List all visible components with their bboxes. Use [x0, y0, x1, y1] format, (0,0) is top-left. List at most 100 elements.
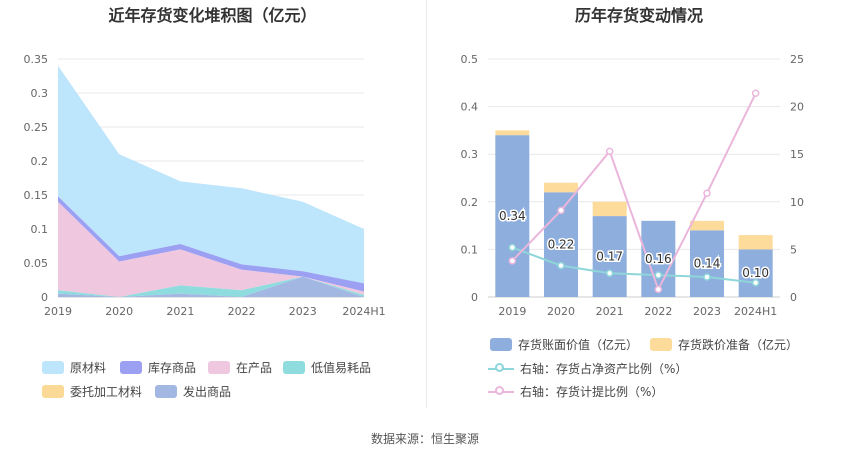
- bar-book-value: [738, 249, 773, 297]
- legend-item-ratio-net-assets[interactable]: 右轴：存货占净资产比例（%）: [488, 360, 687, 377]
- legend-swatch-consigned: [42, 385, 64, 398]
- legend-label-shipped: 发出商品: [183, 385, 232, 399]
- left-x-tick-label: 2021: [166, 305, 194, 318]
- bar-book-value: [495, 135, 530, 297]
- legend-item-consumables[interactable]: 低值易耗品: [283, 359, 371, 376]
- left-y-tick-label: 0.3: [31, 87, 49, 100]
- left-y-tick-label: 0.2: [31, 155, 49, 168]
- area-raw-material: [58, 65, 364, 284]
- legend-line-provision-ratio: [488, 385, 514, 399]
- left-x-tick-label: 2020: [105, 305, 133, 318]
- legend-swatch-shipped: [155, 385, 177, 398]
- legend-label-impairment: 存货跌价准备（亿元）: [678, 338, 799, 352]
- left-x-tick-label: 2022: [228, 305, 256, 318]
- legend-swatch-book-value: [490, 338, 512, 351]
- left-y-tick-label: 0.1: [31, 223, 49, 236]
- legend-label-wip: 在产品: [236, 361, 273, 375]
- stacked-area-chart: 0 0.05 0.1 0.15 0.2 0.25 0.3 0.35 2019 2020 2021 20…: [24, 53, 386, 318]
- legend-swatch-consumables: [283, 361, 305, 374]
- legend-label-consigned: 委托加工材料: [70, 385, 143, 399]
- legend-label-consumables: 低值易耗品: [311, 361, 372, 375]
- point-ratio-net-assets: [508, 243, 517, 252]
- bar-book-value: [690, 230, 724, 297]
- left-x-tick-label: 2023: [289, 305, 317, 318]
- left-chart-title: 近年存货变化堆积图（亿元）: [108, 6, 317, 25]
- right-right-y-tick-label: 25: [790, 53, 804, 66]
- right-x-tick-label: 2021: [596, 305, 624, 318]
- bar-value-label: 0.34: [499, 209, 526, 223]
- point-ratio-net-assets: [557, 261, 565, 270]
- legend-line-ratio-net-assets: [488, 362, 514, 376]
- right-right-y-tick-label: 0: [790, 291, 797, 304]
- point-ratio-net-assets: [703, 273, 711, 281]
- point-ratio-net-assets: [605, 269, 614, 277]
- point-provision-ratio: [557, 206, 565, 215]
- right-left-y-tick-label: 0.4: [461, 101, 479, 114]
- legend-item-book-value[interactable]: 存货账面价值（亿元）: [490, 336, 638, 353]
- legend-label-provision-ratio: 右轴：存货计提比例（%）: [520, 385, 664, 399]
- bar-value-label: 0.16: [645, 252, 672, 266]
- right-right-y-tick-label: 5: [790, 243, 797, 256]
- legend-item-provision-ratio[interactable]: 右轴：存货计提比例（%）: [488, 383, 663, 400]
- legend-swatch-raw-material: [42, 361, 64, 374]
- right-right-y-tick-label: 10: [790, 196, 804, 209]
- right-left-y-tick-label: 0.5: [461, 53, 479, 66]
- point-ratio-net-assets: [751, 278, 760, 287]
- point-provision-ratio: [654, 285, 663, 294]
- right-x-tick-label: 2020: [547, 305, 575, 318]
- line-ratio-net-assets: [511, 246, 756, 284]
- bar-impairment: [690, 220, 724, 231]
- legend-label-finished-goods: 库存商品: [148, 361, 197, 375]
- area-finished-goods: [58, 196, 364, 292]
- right-x-tick-label: 2024H1: [734, 305, 777, 318]
- legend-label-book-value: 存货账面价值（亿元）: [518, 338, 639, 352]
- right-left-y-tick-label: 0: [471, 291, 478, 304]
- bar-book-value: [592, 216, 627, 297]
- area-wip: [58, 201, 364, 297]
- point-provision-ratio: [751, 89, 760, 98]
- right-left-y-tick-label: 0.2: [461, 196, 479, 209]
- bar-impairment: [544, 182, 578, 193]
- left-x-tick-label: 2019: [44, 305, 72, 318]
- bar-value-label: 0.22: [548, 238, 575, 252]
- right-right-y-tick-label: 20: [790, 101, 804, 114]
- legend-item-shipped[interactable]: 发出商品: [155, 383, 231, 400]
- bar-line-chart: 0 0.1 0.2 0.3 0.4 0.5 0 5 10 15 20 25 2019 2020 2021 20…: [461, 53, 805, 318]
- right-x-tick-label: 2023: [693, 305, 721, 318]
- data-source-note: 数据来源：恒生聚源: [370, 432, 479, 446]
- right-left-y-tick-label: 0.3: [461, 148, 479, 161]
- point-ratio-net-assets: [654, 271, 663, 279]
- left-y-tick-label: 0.15: [24, 189, 49, 202]
- legend-label-raw-material: 原材料: [70, 361, 107, 375]
- legend-item-wip[interactable]: 在产品: [208, 359, 272, 376]
- panel-divider: [426, 0, 427, 408]
- bar-impairment: [592, 201, 627, 217]
- left-x-tick-label: 2024H1: [342, 305, 385, 318]
- legend-item-impairment[interactable]: 存货跌价准备（亿元）: [650, 336, 798, 353]
- right-right-y-tick-label: 15: [790, 148, 804, 161]
- legend-swatch-wip: [208, 361, 230, 374]
- legend-label-ratio-net-assets: 右轴：存货占净资产比例（%）: [520, 362, 688, 376]
- left-y-tick-label: 0.25: [24, 121, 49, 134]
- left-y-tick-label: 0.05: [24, 257, 49, 270]
- legend-item-finished-goods[interactable]: 库存商品: [120, 359, 196, 376]
- legend-swatch-impairment: [650, 338, 672, 351]
- right-left-y-tick-label: 0.1: [461, 243, 479, 256]
- right-x-tick-label: 2022: [644, 305, 672, 318]
- bar-value-label: 0.14: [694, 257, 721, 271]
- point-provision-ratio: [508, 257, 517, 265]
- line-provision-ratio: [511, 92, 757, 292]
- left-y-tick-label: 0.35: [24, 53, 49, 66]
- legend-item-consigned[interactable]: 委托加工材料: [42, 383, 142, 400]
- area-shipped: [58, 276, 364, 297]
- right-x-tick-label: 2019: [498, 305, 526, 318]
- right-chart-title: 历年存货变动情况: [574, 6, 703, 25]
- left-y-tick-label: 0: [41, 291, 48, 304]
- bar-impairment: [738, 235, 773, 250]
- bar-impairment: [495, 130, 530, 136]
- point-provision-ratio: [703, 189, 711, 197]
- point-provision-ratio: [605, 147, 614, 156]
- legend-item-raw-material[interactable]: 原材料: [42, 359, 106, 376]
- bar-value-label: 0.17: [596, 250, 623, 264]
- area-consumables: [58, 276, 364, 297]
